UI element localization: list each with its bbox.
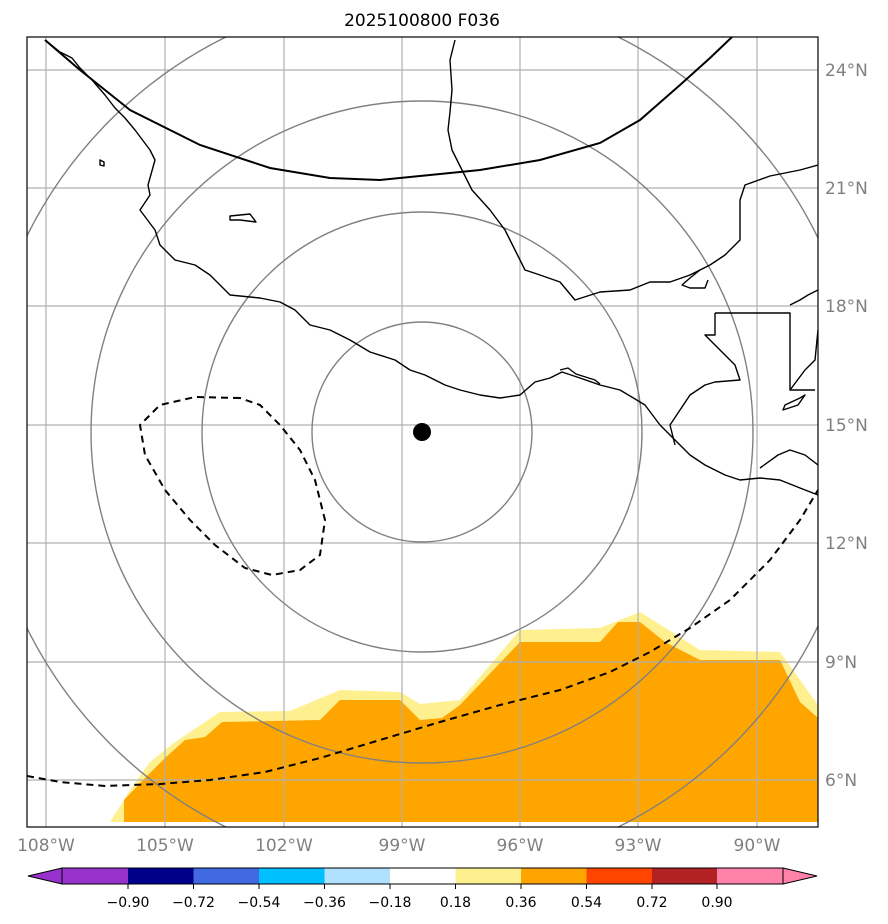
lon-tick-label: 90°W [734,836,781,856]
lon-tick-label: 93°W [615,836,662,856]
colorbar-segment [521,868,587,884]
colorbar-segment [193,868,259,884]
colorbar-segment [259,868,325,884]
lon-tick-label: 105°W [136,836,194,856]
graticule [27,37,818,827]
colorbar-label: −0.90 [107,895,150,911]
coastlines [44,39,818,496]
lat-tick-label: 9°N [825,653,857,673]
lat-tick-label: 21°N [825,179,868,199]
lat-tick-label: 12°N [825,534,868,554]
colorbar-label: −0.36 [303,895,346,911]
colorbar-segment [586,868,652,884]
lon-tick-label: 108°W [17,836,75,856]
lat-tick-label: 24°N [825,61,868,81]
colorbar-segment [324,868,390,884]
colorbar-segment [717,868,783,884]
lon-tick-label: 96°W [497,836,544,856]
dashed-contours [27,395,818,788]
solid-contour [44,37,733,182]
colorbar-segment [390,868,456,884]
colorbar-label: 0.18 [440,895,471,911]
map-title: 2025100800 F036 [344,11,500,31]
colorbar-label: 0.72 [636,895,667,911]
colorbar-label: −0.54 [238,895,281,911]
lon-tick-labels: 108°W 105°W 102°W 99°W 96°W 93°W 90°W [17,836,781,856]
colorbar-segment [62,868,128,884]
colorbar-label: 0.36 [505,895,536,911]
colorbar-extend-high [782,867,818,885]
lat-tick-label: 18°N [825,297,868,317]
shaded-field-dark [124,622,818,822]
map-plot-area [27,37,818,827]
colorbar-extend-low [27,867,63,885]
colorbar-label: 0.54 [571,895,602,911]
lon-tick-label: 102°W [255,836,313,856]
lat-tick-labels: 24°N 21°N 18°N 15°N 12°N 9°N 6°N [825,61,868,791]
colorbar-label: −0.72 [172,895,215,911]
lat-tick-label: 6°N [825,771,857,791]
map-frame [26,36,819,828]
colorbar: −0.90 −0.72 −0.54 −0.36 −0.18 0.18 0.36 … [27,867,818,911]
lat-tick-label: 15°N [825,416,868,436]
colorbar-label: −0.18 [369,895,412,911]
colorbar-label: 0.90 [701,895,732,911]
storm-center-marker [413,423,431,441]
colorbar-segment [455,868,521,884]
colorbar-segment [652,868,717,884]
lon-tick-label: 99°W [379,836,426,856]
range-rings [27,37,818,827]
colorbar-segment [128,868,194,884]
